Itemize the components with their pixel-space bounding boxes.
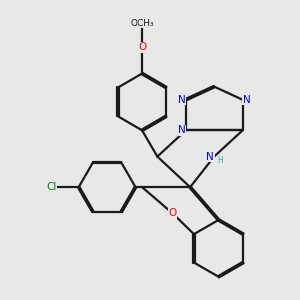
Text: Cl: Cl <box>46 182 57 192</box>
Text: N: N <box>178 125 186 135</box>
Text: N: N <box>243 95 250 105</box>
Text: N: N <box>206 152 214 162</box>
Text: O: O <box>169 208 177 218</box>
Text: N: N <box>178 95 186 105</box>
Text: O: O <box>138 42 146 52</box>
Text: H: H <box>217 156 223 165</box>
Text: OCH₃: OCH₃ <box>130 19 154 28</box>
